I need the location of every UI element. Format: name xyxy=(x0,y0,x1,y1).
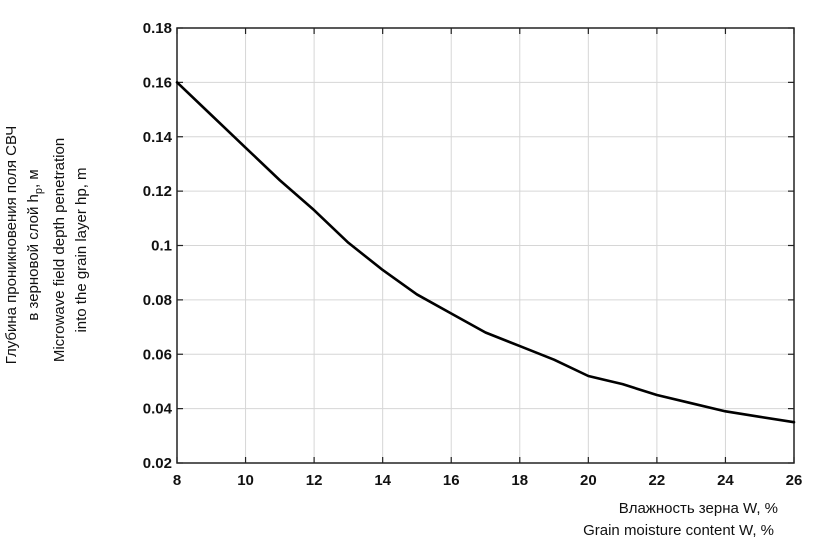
y-tick-labels: 0.02 0.04 0.06 0.08 0.1 0.12 0.14 0.16 0.18 xyxy=(143,20,173,472)
x-tick-label: 26 xyxy=(786,472,803,489)
x-tick-label: 20 xyxy=(580,472,597,489)
x-axis-title-ru: Влажность зерна W, % xyxy=(619,500,778,517)
y-axis-title-ru-line2: в зерновой слой hp, м xyxy=(25,169,45,320)
x-tick-label: 10 xyxy=(237,472,254,489)
y-tick-label: 0.18 xyxy=(143,20,172,37)
x-tick-label: 16 xyxy=(443,472,460,489)
series-line xyxy=(175,81,796,424)
y-tick-label: 0.02 xyxy=(143,455,172,472)
x-tick-label: 24 xyxy=(717,472,734,489)
x-tick-label: 14 xyxy=(374,472,391,489)
y-axis-title-ru-line1: Глубина проникновения поля СВЧ xyxy=(3,126,20,365)
grid xyxy=(177,28,794,463)
y-axis-title-en-line2: into the grain layer hp, m xyxy=(73,167,90,332)
y-axis-title-en-line1: Microwave field depth penetration xyxy=(51,138,68,362)
x-tick-label: 8 xyxy=(173,472,181,489)
y-tick-label: 0.14 xyxy=(143,129,173,146)
y-tick-label: 0.1 xyxy=(151,238,172,255)
x-tick-label: 12 xyxy=(306,472,323,489)
x-tick-label: 22 xyxy=(649,472,666,489)
x-tick-labels: 8 10 12 14 16 18 20 22 24 26 xyxy=(173,472,803,489)
x-tick-label: 18 xyxy=(511,472,528,489)
y-tick-label: 0.06 xyxy=(143,346,172,363)
series-layer xyxy=(175,81,796,424)
y-tick-label: 0.16 xyxy=(143,74,172,91)
y-tick-label: 0.12 xyxy=(143,183,172,200)
x-axis-title-en: Grain moisture content W, % xyxy=(583,522,774,539)
y-tick-label: 0.08 xyxy=(143,292,172,309)
y-axis-title: Глубина проникновения поля СВЧ в зерново… xyxy=(3,126,90,365)
y-tick-label: 0.04 xyxy=(143,401,173,418)
